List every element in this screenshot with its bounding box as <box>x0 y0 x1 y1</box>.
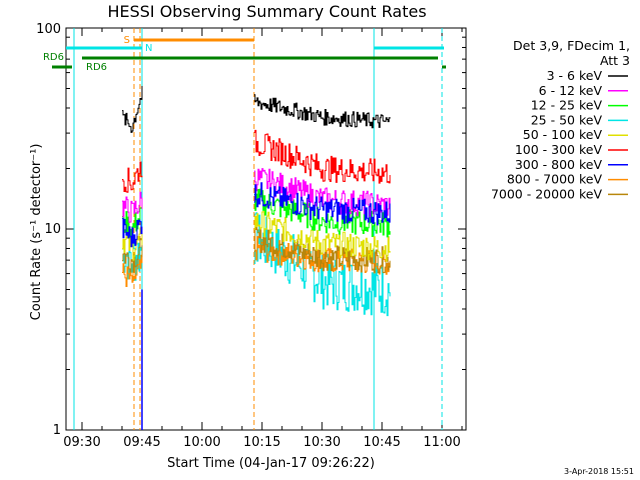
x-axis-label: Start Time (04-Jan-17 09:26:22) <box>167 456 375 471</box>
series-line <box>122 86 143 133</box>
series-line <box>122 161 143 193</box>
x-tick-label: 10:45 <box>363 435 400 450</box>
legend-label: 3 - 6 keV <box>547 68 603 83</box>
legend-header-1: Det 3,9, FDecim 1, <box>513 38 630 53</box>
series-line <box>254 188 391 238</box>
x-tick-label: 10:00 <box>183 435 220 450</box>
series-line <box>122 254 143 287</box>
series-line <box>122 217 143 248</box>
rd6-label-2: RD6 <box>86 62 107 73</box>
series-line <box>254 182 391 226</box>
series-line <box>254 225 391 274</box>
series-line <box>122 238 143 273</box>
legend-label: 6 - 12 keV <box>539 83 603 98</box>
legend-label: 300 - 800 keV <box>515 157 603 172</box>
legend-label: 100 - 300 keV <box>515 142 603 157</box>
legend-label: 800 - 7000 keV <box>507 172 603 187</box>
legend-label: 25 - 50 keV <box>531 112 603 127</box>
x-tick-label: 11:00 <box>423 435 460 450</box>
chart-title: HESSI Observing Summary Count Rates <box>107 2 426 21</box>
series-line <box>254 94 391 129</box>
series-line <box>254 212 391 317</box>
y-tick-label-10: 10 <box>44 222 61 237</box>
y-tick-label-1: 1 <box>53 423 61 438</box>
series-line <box>254 129 391 184</box>
y-tick-label-100: 100 <box>36 22 61 37</box>
legend-label: 50 - 100 keV <box>523 127 603 142</box>
x-tick-label: 10:30 <box>303 435 340 450</box>
x-tick-label: 09:30 <box>63 435 100 450</box>
x-tick-label: 10:15 <box>243 435 280 450</box>
series-group <box>122 86 391 317</box>
x-tick-labels: 09:30 09:45 10:00 10:15 10:30 10:45 11:00 <box>63 435 460 450</box>
legend-header-2: Att 3 <box>600 53 630 68</box>
rd6-label: RD6 <box>43 52 64 63</box>
legend-label: 7000 - 20000 keV <box>491 186 602 201</box>
n-label: N <box>145 43 152 54</box>
y-axis-label: Count Rate (s⁻¹ detector⁻¹) <box>29 144 44 321</box>
x-tick-label: 09:45 <box>123 435 160 450</box>
s-label: S <box>124 35 130 46</box>
series-line <box>254 168 391 218</box>
series-line <box>122 191 143 223</box>
status-bars: RD6 RD6 S N <box>43 35 446 73</box>
legend-label: 12 - 25 keV <box>531 98 603 113</box>
footer-date: 3-Apr-2018 15:51 <box>564 467 634 476</box>
series-line <box>254 211 391 262</box>
